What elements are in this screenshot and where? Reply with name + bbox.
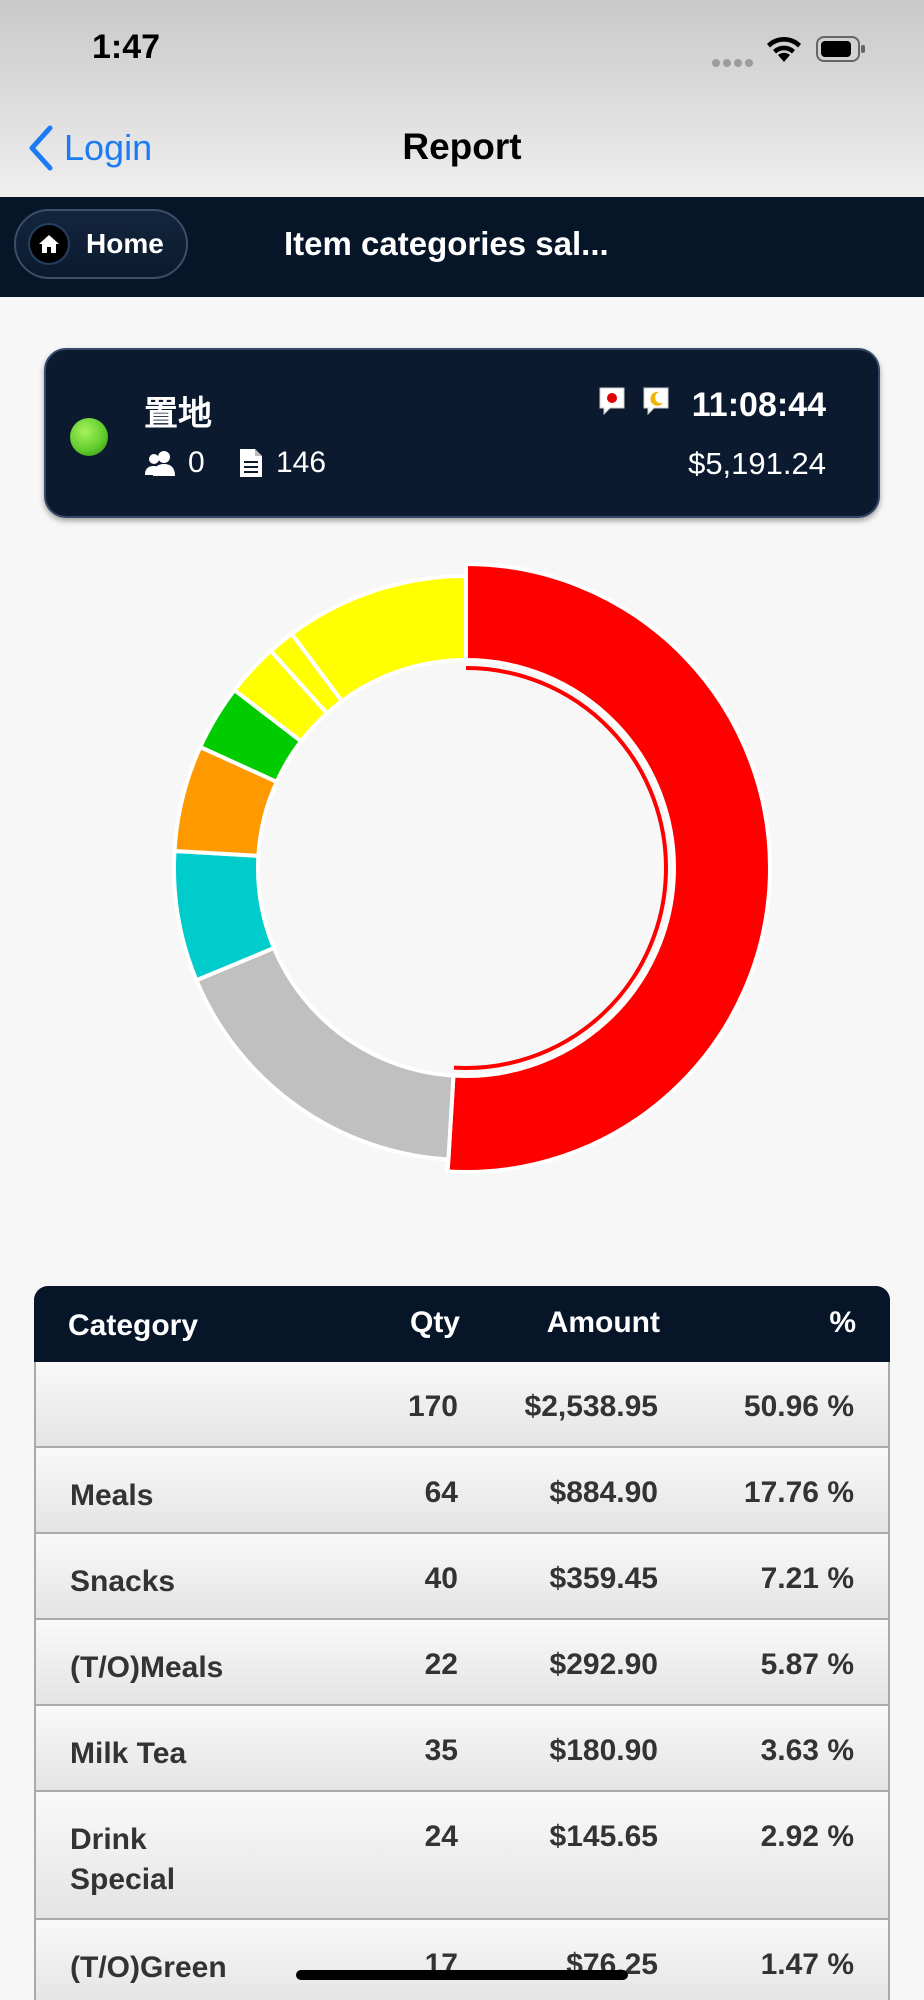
users-icon [145, 451, 175, 476]
table-row[interactable]: (T/O)Meals 22 $292.90 5.87 % [34, 1620, 890, 1706]
row-qty: 170 [407, 1390, 458, 1423]
table-row[interactable]: Drink Special 24 $145.65 2.92 % [34, 1792, 890, 1920]
header-qty: Qty [409, 1306, 460, 1339]
home-button[interactable]: Home [14, 209, 188, 279]
table-row[interactable]: Milk Tea 35 $180.90 3.63 % [34, 1706, 890, 1792]
order-count-value: 146 [276, 446, 327, 479]
store-name: 置地 [144, 395, 212, 433]
row-amount: $292.90 [549, 1648, 658, 1681]
row-amount: $2,538.95 [524, 1390, 658, 1423]
row-percent: 7.21 % [760, 1562, 854, 1595]
page-title: Report [402, 126, 522, 167]
row-percent: 2.92 % [760, 1820, 854, 1853]
row-amount: $180.90 [549, 1734, 658, 1767]
row-qty: 22 [424, 1648, 458, 1681]
last-update-time: 11:08:44 [691, 386, 826, 424]
total-sales-amount: $5,191.24 [688, 446, 826, 481]
donut-slice[interactable] [288, 573, 468, 704]
table-row[interactable]: Snacks 40 $359.45 7.21 % [34, 1534, 890, 1620]
back-label: Login [64, 127, 153, 168]
selected-slice-indicator [453, 666, 669, 1070]
document-icon [240, 449, 262, 477]
header-percent: % [829, 1306, 856, 1339]
cellular-signal-icon [712, 54, 756, 67]
row-qty: 40 [424, 1562, 458, 1595]
table-header: Category Qty Amount % [34, 1286, 890, 1362]
category-sales-table: Category Qty Amount % 170 $2,538.95 50.9… [34, 1286, 890, 2000]
table-row[interactable]: Meals 64 $884.90 17.76 % [34, 1448, 890, 1534]
wifi-icon [767, 36, 801, 62]
table-row[interactable]: 170 $2,538.95 50.96 % [34, 1362, 890, 1448]
battery-icon [816, 36, 865, 62]
row-category: Milk Tea [70, 1737, 187, 1770]
home-label: Home [86, 228, 164, 259]
status-time: 1:47 [92, 28, 161, 66]
row-percent: 50.96 % [743, 1390, 854, 1423]
navigation-bar: 1:47 Login Report [0, 0, 924, 197]
header-category: Category [68, 1309, 199, 1342]
row-percent: 5.87 % [760, 1648, 854, 1681]
order-count: 146 [238, 446, 326, 480]
row-category: Snacks [70, 1565, 176, 1598]
category-donut-chart[interactable] [150, 552, 782, 1184]
night-mode-message-icon [643, 387, 669, 416]
back-button[interactable]: Login [26, 120, 152, 176]
row-qty: 64 [424, 1476, 458, 1509]
row-category: (T/O)Meals [70, 1651, 224, 1684]
row-percent: 1.47 % [760, 1948, 854, 1981]
row-amount: $145.65 [549, 1820, 658, 1853]
row-percent: 17.76 % [743, 1476, 854, 1509]
report-header: Home Item categories sal... [0, 197, 924, 297]
store-summary-card[interactable]: 置地 0 146 11:08:44 $5,191.24 [44, 348, 880, 518]
row-category: Drink Special [70, 1823, 176, 1896]
guest-count-value: 0 [188, 446, 205, 479]
chevron-left-icon [29, 125, 53, 171]
row-amount: $884.90 [549, 1476, 658, 1509]
row-percent: 3.63 % [760, 1734, 854, 1767]
row-category: (T/O)Green [70, 1951, 227, 1984]
row-category: Meals [70, 1479, 154, 1512]
home-icon [30, 225, 68, 263]
donut-slice[interactable] [193, 945, 456, 1162]
report-title: Item categories sal... [284, 225, 609, 262]
home-indicator[interactable] [296, 1970, 628, 1980]
guest-count: 0 [144, 446, 205, 480]
alert-message-icon [599, 387, 625, 416]
row-qty: 24 [424, 1820, 458, 1853]
table-row[interactable]: (T/O)Green 17 $76.25 1.47 % [34, 1920, 890, 2000]
donut-slice[interactable] [445, 561, 772, 1174]
status-indicator [70, 418, 108, 456]
row-qty: 35 [424, 1734, 458, 1767]
header-amount: Amount [546, 1306, 660, 1339]
row-amount: $359.45 [549, 1562, 658, 1595]
